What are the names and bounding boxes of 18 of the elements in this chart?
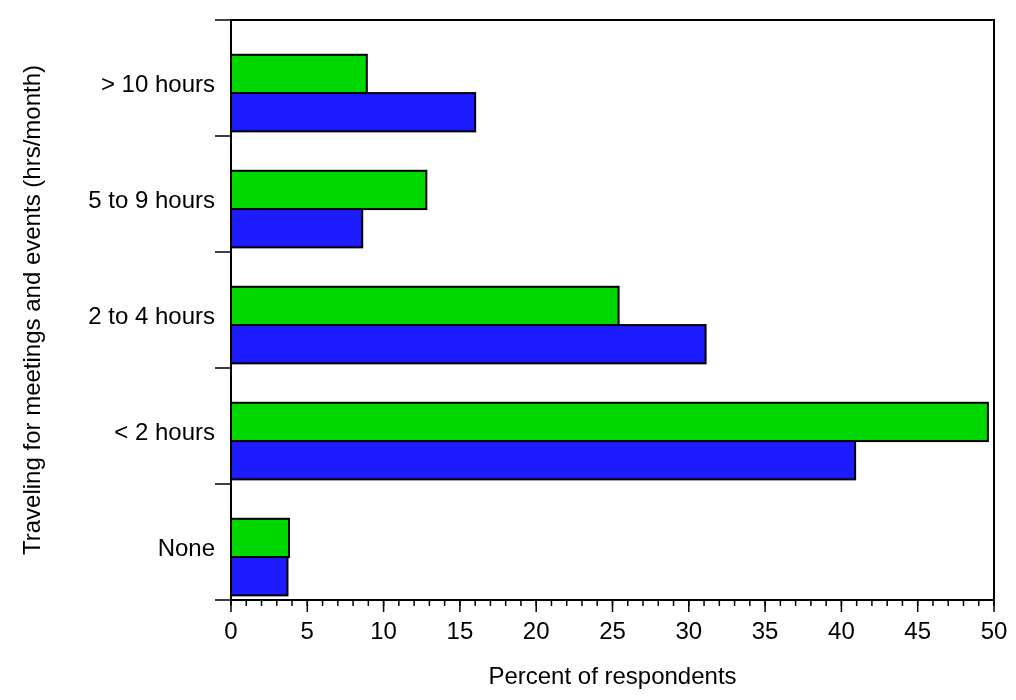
x-tick-label: 45	[904, 617, 932, 644]
y-axis-title: Traveling for meetings and events (hrs/month)	[18, 65, 45, 555]
x-tick-label: 15	[446, 617, 474, 644]
x-tick-label: 0	[224, 617, 238, 644]
y-tick-label: < 2 hours	[114, 418, 215, 446]
x-tick-label: 20	[522, 617, 550, 644]
x-tick-label: 50	[980, 617, 1008, 644]
y-tick-label: > 10 hours	[100, 70, 215, 98]
y-tick-label: None	[157, 534, 215, 562]
x-tick-label: 25	[599, 617, 626, 644]
y-tick-label: 2 to 4 hours	[88, 302, 215, 330]
x-tick-label: 35	[751, 617, 779, 644]
x-tick-label: 40	[828, 617, 855, 644]
x-axis-title: Percent of respondents	[488, 662, 737, 689]
x-tick-label: 30	[675, 617, 703, 644]
x-tick-label: 5	[300, 617, 314, 644]
y-tick-label: 5 to 9 hours	[88, 186, 215, 214]
x-tick-label: 10	[370, 617, 397, 644]
